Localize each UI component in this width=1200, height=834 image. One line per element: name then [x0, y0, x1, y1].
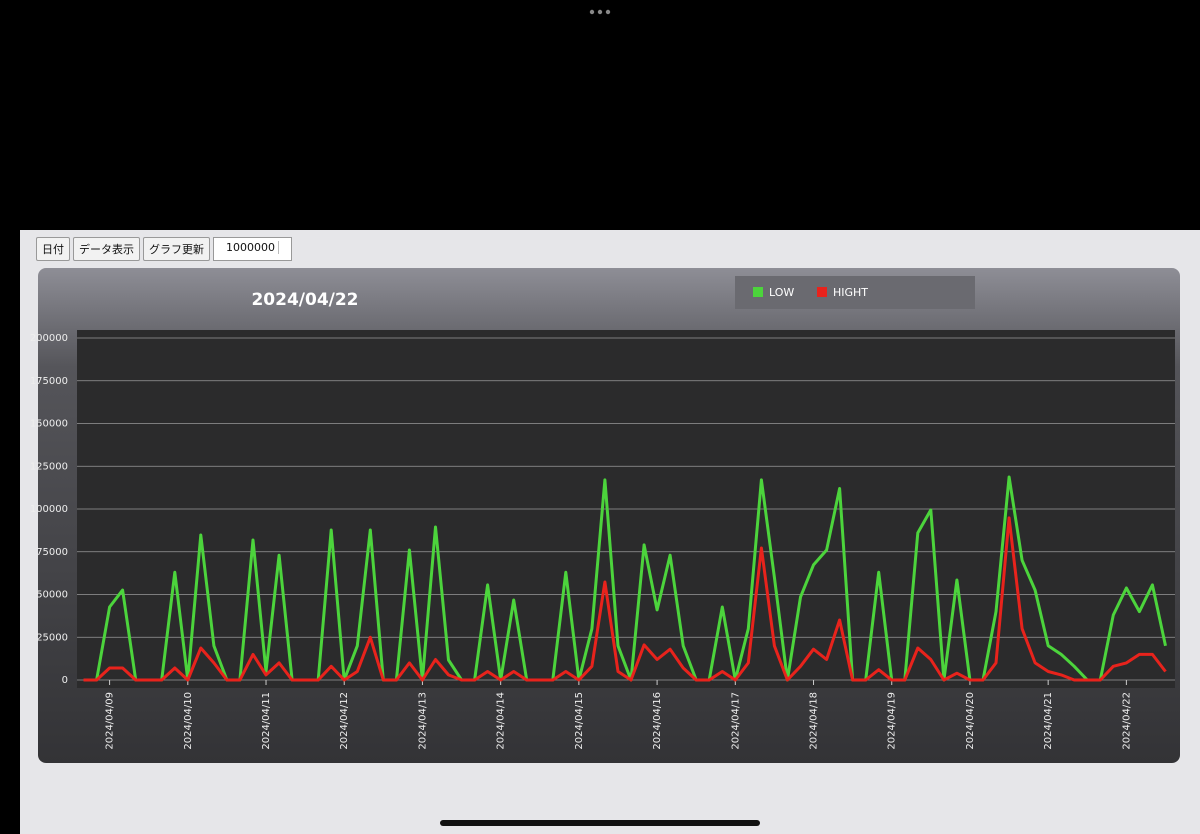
x-tick-label: 2024/04/21 — [1043, 692, 1054, 750]
x-tick-label: 2024/04/09 — [105, 692, 116, 750]
legend-box — [735, 276, 975, 309]
data-line — [83, 475, 1167, 682]
y-tick-label: 125000 — [30, 461, 68, 472]
legend-swatch — [817, 287, 827, 297]
data-line — [83, 516, 1167, 682]
y-tick-label: 100000 — [30, 504, 68, 515]
menu-dot — [589, 9, 595, 15]
x-tick-label: 2024/04/20 — [965, 692, 976, 750]
home-indicator — [440, 820, 760, 826]
y-tick-label: 150000 — [30, 419, 68, 430]
y-tick-label: 75000 — [36, 547, 68, 558]
y-tick-label: 50000 — [36, 590, 68, 601]
number-input[interactable]: 1000000 — [213, 237, 292, 261]
chart-title: 2024/04/22 — [251, 290, 358, 310]
x-tick-label: 2024/04/15 — [574, 692, 585, 750]
x-tick-label: 2024/04/14 — [496, 692, 507, 750]
x-tick-label: 2024/04/13 — [417, 692, 428, 750]
legend-label: HIGHT — [833, 286, 868, 299]
button[interactable]: グラフ更新 — [143, 237, 210, 261]
x-tick-label: 2024/04/18 — [809, 692, 820, 750]
menu-dot — [597, 9, 603, 15]
x-tick-label: 2024/04/17 — [730, 692, 741, 750]
y-tick-label: 175000 — [30, 376, 68, 387]
x-tick-label: 2024/04/11 — [261, 692, 272, 750]
legend-label: LOW — [769, 286, 794, 299]
y-tick-label: 200000 — [30, 333, 68, 344]
y-tick-label: 0 — [62, 675, 68, 686]
x-tick-label: 2024/04/10 — [183, 692, 194, 750]
button[interactable]: データ表示 — [73, 237, 140, 261]
x-tick-label: 2024/04/16 — [652, 692, 663, 750]
toolbar: 日付 データ表示 グラフ更新 1000000 — [36, 237, 292, 261]
x-tick-label: 2024/04/12 — [339, 692, 350, 750]
menu-dot — [605, 9, 611, 15]
x-tick-label: 2024/04/19 — [887, 692, 898, 750]
legend-swatch — [753, 287, 763, 297]
button[interactable]: 日付 — [36, 237, 70, 261]
x-tick-label: 2024/04/22 — [1121, 692, 1132, 750]
y-tick-label: 25000 — [36, 632, 68, 643]
